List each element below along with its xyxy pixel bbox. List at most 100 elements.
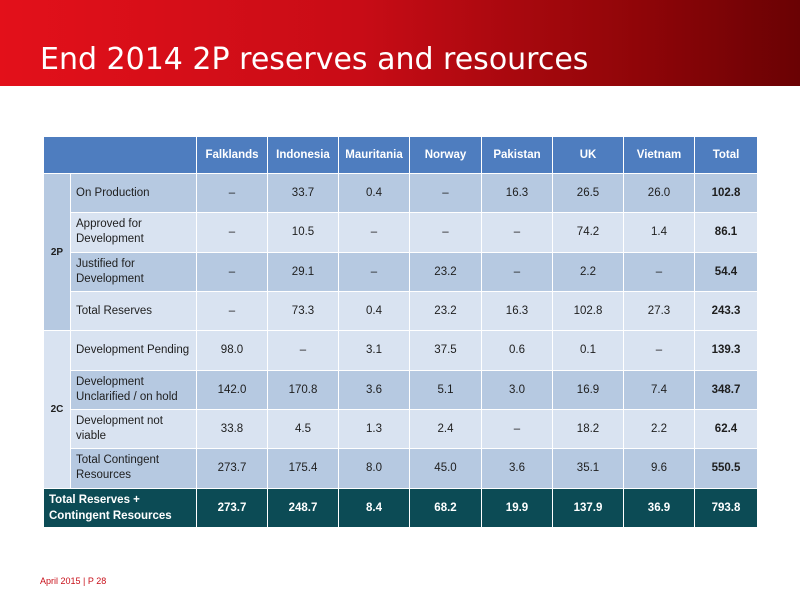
table-cell: 37.5 — [409, 330, 482, 371]
table-cell: 16.9 — [552, 369, 624, 410]
title-banner: End 2014 2P reserves and resources — [0, 0, 800, 86]
total-cell: 62.4 — [694, 408, 758, 450]
table-row: 2P On Production – 33.7 0.4 – 16.3 26.5 … — [43, 172, 758, 332]
table-cell: 26.5 — [552, 172, 624, 214]
table-cell: – — [196, 251, 268, 292]
table-cell: – — [623, 330, 695, 371]
table-row: Justified for Development – 29.1 – 23.2 … — [44, 251, 758, 292]
table-cell: – — [481, 408, 553, 450]
table-cell: 273.7 — [196, 487, 268, 529]
total-cell: 550.5 — [694, 448, 758, 489]
table-cell: 10.5 — [267, 212, 339, 253]
total-cell: 243.3 — [694, 290, 758, 332]
table-cell: 18.2 — [552, 408, 624, 450]
col-header: Pakistan — [481, 136, 553, 174]
header-row: Falklands Indonesia Mauritania Norway Pa… — [43, 136, 758, 174]
row-label: Development Unclarified / on hold — [70, 369, 197, 410]
row-label: Total Reserves — [70, 290, 197, 332]
table-cell: 137.9 — [552, 487, 624, 529]
table-cell: 7.4 — [623, 369, 695, 410]
header-blank — [43, 136, 197, 174]
col-header: Total — [694, 136, 758, 174]
row-label: Total Contingent Resources — [70, 448, 197, 489]
table-cell: 4.5 — [267, 408, 339, 450]
total-cell: 54.4 — [694, 251, 758, 292]
table-cell: 1.4 — [623, 212, 695, 253]
table-cell: 36.9 — [623, 487, 695, 529]
row-label: Approved for Development — [70, 212, 197, 253]
table-cell: 35.1 — [552, 448, 624, 489]
table-cell: 273.7 — [196, 448, 268, 489]
table-cell: – — [409, 172, 482, 214]
table-cell: 98.0 — [196, 330, 268, 371]
total-cell: 102.8 — [694, 172, 758, 214]
total-cell: 86.1 — [694, 212, 758, 253]
table-cell: 5.1 — [409, 369, 482, 410]
table-row: Development Unclarified / on hold 142.0 … — [44, 369, 758, 410]
table-cell: 16.3 — [481, 172, 553, 214]
table-cell: 45.0 — [409, 448, 482, 489]
row-label: On Production — [70, 172, 197, 214]
table-cell: 3.1 — [338, 330, 410, 371]
table-cell: 68.2 — [409, 487, 482, 529]
table-cell: 142.0 — [196, 369, 268, 410]
table-cell: 102.8 — [552, 290, 624, 332]
col-header: Norway — [409, 136, 482, 174]
table-cell: 8.0 — [338, 448, 410, 489]
table-cell: 0.1 — [552, 330, 624, 371]
table-cell: – — [338, 212, 410, 253]
table-cell: 2.4 — [409, 408, 482, 450]
table-cell: 27.3 — [623, 290, 695, 332]
table-cell: 33.7 — [267, 172, 339, 214]
table-cell: 0.4 — [338, 172, 410, 214]
table-cell: 73.3 — [267, 290, 339, 332]
slide-title: End 2014 2P reserves and resources — [40, 42, 589, 77]
table-cell: – — [196, 290, 268, 332]
table-cell: – — [409, 212, 482, 253]
table-cell: 23.2 — [409, 251, 482, 292]
table-cell: – — [623, 251, 695, 292]
table-cell: 19.9 — [481, 487, 553, 529]
slide-footer: April 2015 | P 28 — [40, 576, 107, 586]
col-header: Falklands — [196, 136, 268, 174]
table-cell: – — [267, 330, 339, 371]
total-cell: 348.7 — [694, 369, 758, 410]
table-cell: 26.0 — [623, 172, 695, 214]
table-cell: 3.6 — [481, 448, 553, 489]
table-row: Development not viable 33.8 4.5 1.3 2.4 … — [44, 408, 758, 450]
total-cell: 793.8 — [694, 487, 758, 529]
table-row: Total Reserves – 73.3 0.4 23.2 16.3 102.… — [44, 290, 758, 332]
table-row: 2C Development Pending 98.0 – 3.1 37.5 0… — [43, 330, 758, 489]
table-cell: – — [196, 172, 268, 214]
table-cell: 16.3 — [481, 290, 553, 332]
table-cell: 3.6 — [338, 369, 410, 410]
col-header: Indonesia — [267, 136, 339, 174]
table-cell: – — [196, 212, 268, 253]
row-label: Development not viable — [70, 408, 197, 450]
table-cell: – — [481, 251, 553, 292]
table-row: Total Contingent Resources 273.7 175.4 8… — [44, 448, 758, 489]
table-cell: 29.1 — [267, 251, 339, 292]
table-cell: 248.7 — [267, 487, 339, 529]
total-cell: 139.3 — [694, 330, 758, 371]
group-label-2p: 2P — [43, 172, 71, 332]
table-cell: 3.0 — [481, 369, 553, 410]
table-row: Approved for Development – 10.5 – – – 74… — [44, 212, 758, 253]
table-cell: 74.2 — [552, 212, 624, 253]
row-label: Justified for Development — [70, 251, 197, 292]
table-cell: 2.2 — [552, 251, 624, 292]
table-cell: – — [481, 212, 553, 253]
table-cell: 175.4 — [267, 448, 339, 489]
table-cell: – — [338, 251, 410, 292]
table-cell: 23.2 — [409, 290, 482, 332]
group-label-2c: 2C — [43, 330, 71, 489]
col-header: Mauritania — [338, 136, 410, 174]
col-header: Vietnam — [623, 136, 695, 174]
table-cell: 0.4 — [338, 290, 410, 332]
col-header: UK — [552, 136, 624, 174]
grand-total-label: Total Reserves + Contingent Resources — [43, 487, 197, 529]
table-cell: 33.8 — [196, 408, 268, 450]
reserves-table: Falklands Indonesia Mauritania Norway Pa… — [43, 136, 758, 529]
table-cell: 1.3 — [338, 408, 410, 450]
row-label: Development Pending — [70, 330, 197, 371]
